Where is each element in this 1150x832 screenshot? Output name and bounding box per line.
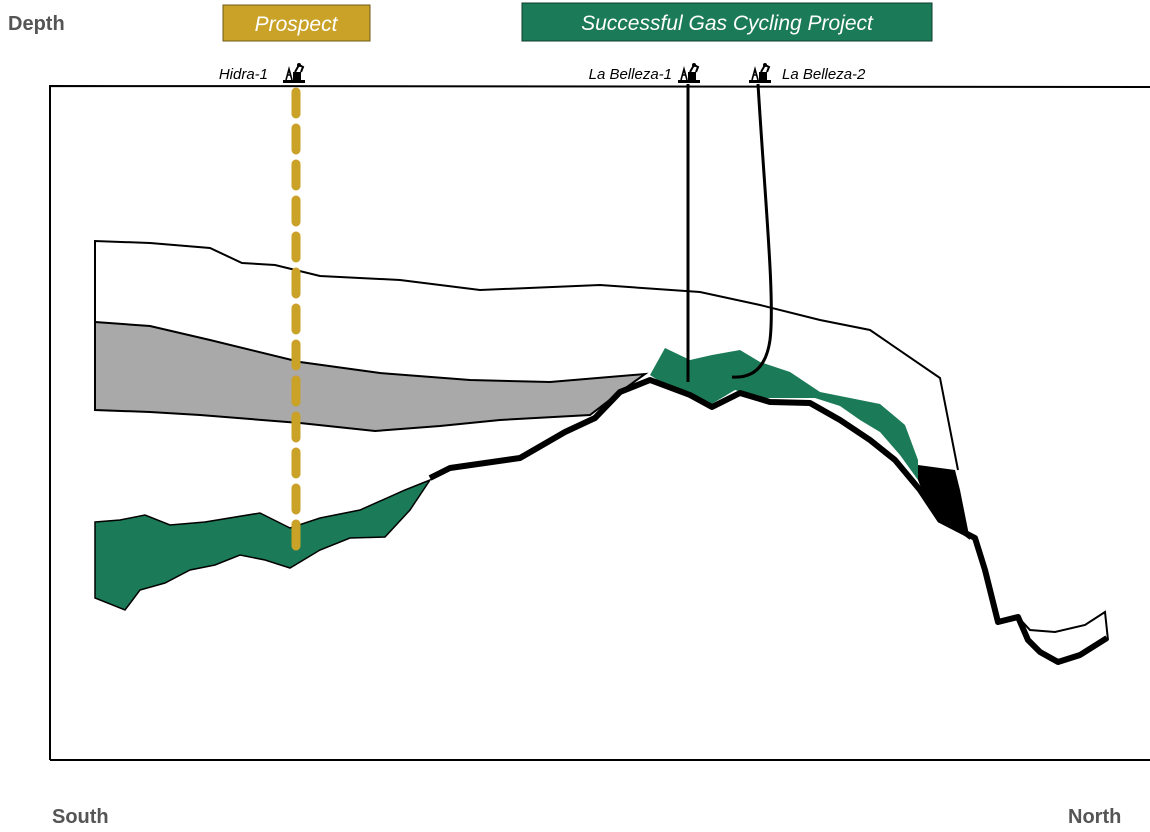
well-label: La Belleza-1 [589, 66, 672, 83]
prospect-text: Prospect [255, 13, 339, 36]
black-patch [918, 465, 970, 540]
prospect-reservoir [94, 478, 432, 611]
depth-label: Depth [8, 13, 65, 35]
south-label: South [52, 806, 109, 828]
derrick-icon [282, 62, 306, 84]
project-banner [521, 2, 933, 42]
well-label: La Belleza-2 [782, 66, 866, 83]
derrick-icon [677, 62, 701, 84]
gas-reservoir [650, 348, 918, 480]
fault-boundary [428, 377, 1109, 665]
prospect-banner [222, 4, 371, 42]
derrick-icon [748, 62, 772, 84]
gray-layer [94, 320, 649, 433]
right-horizon [1017, 610, 1109, 641]
well-path [731, 83, 773, 379]
well-label: Hidra-1 [219, 66, 268, 83]
north-label: North [1068, 806, 1121, 828]
upper-horizon [94, 239, 959, 471]
frame [49, 84, 1150, 761]
project-text: Successful Gas Cycling Project [581, 12, 874, 35]
